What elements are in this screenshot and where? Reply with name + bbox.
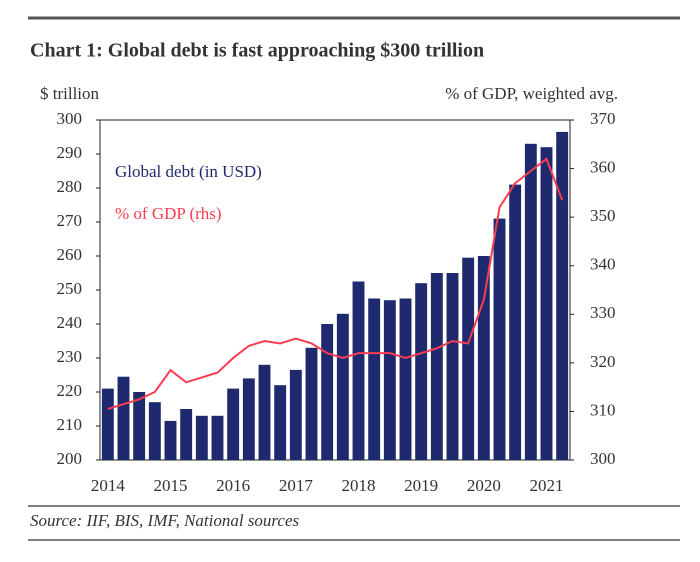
bar [274,385,287,460]
bar [352,281,365,460]
bar [383,300,396,460]
y2-tick-label: 350 [590,206,616,225]
y-axis-label: $ trillion [40,84,100,103]
line [107,157,564,410]
bar [164,420,177,460]
x-tick-label: 2014 [91,476,126,495]
x-tick-label: 2019 [404,476,438,495]
bar [556,131,569,460]
bar [101,388,114,460]
y-tick-label: 210 [57,415,83,434]
y-tick-label: 220 [57,381,83,400]
bar [289,369,302,460]
bar [446,273,459,460]
legend-label: Global debt (in USD) [115,162,262,181]
source: Source: IIF, BIS, IMF, National sources [30,511,300,530]
y-tick-label: 270 [57,211,83,230]
bar [195,415,208,460]
y2-axis-label: % of GDP, weighted avg. [445,84,618,103]
bar [493,218,506,460]
legend-label: % of GDP (rhs) [115,204,222,223]
bar [242,378,255,460]
y-tick-label: 300 [57,109,83,128]
bar [430,273,443,460]
bar [509,184,522,460]
bar [540,147,553,460]
y2-tick-label: 320 [590,352,616,371]
y-tick-label: 260 [57,245,83,264]
bar [227,388,240,460]
y2-tick-label: 300 [590,449,616,468]
y-tick-label: 280 [57,177,83,196]
bar [477,256,490,460]
bar [148,402,161,460]
x-tick-label: 2015 [154,476,188,495]
x-tick-label: 2016 [216,476,250,495]
x-tick-label: 2017 [279,476,314,495]
y-tick-label: 250 [57,279,83,298]
bar [321,324,334,460]
x-tick-label: 2020 [467,476,501,495]
bar [305,347,318,460]
y-tick-label: 200 [57,449,83,468]
bar [258,364,271,460]
y2-tick-label: 310 [590,400,616,419]
y2-tick-label: 340 [590,255,616,274]
y2-tick-label: 330 [590,303,616,322]
bar [415,283,428,460]
y2-tick-label: 360 [590,157,616,176]
bar [524,143,537,461]
bar [399,298,412,460]
bar [462,257,475,460]
y-tick-label: 240 [57,313,83,332]
y-tick-label: 230 [57,347,83,366]
y2-tick-label: 370 [590,109,616,128]
bar [180,409,193,460]
bar [336,313,349,460]
bar [368,298,381,460]
x-tick-label: 2018 [342,476,376,495]
x-tick-label: 2021 [530,476,564,495]
bar [133,392,146,460]
bar [211,415,224,460]
y-tick-label: 290 [57,143,83,162]
chart-title: Chart 1: Global debt is fast approaching… [30,40,484,62]
bar [117,376,130,460]
